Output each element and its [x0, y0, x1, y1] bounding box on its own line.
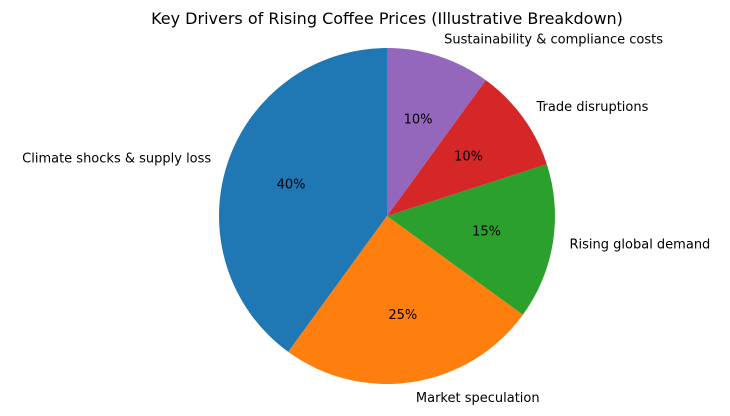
percent-labels: 40% 25% 15% 10% 10% — [277, 113, 501, 324]
pie-slices — [219, 48, 555, 384]
category-label-market-speculation: Market speculation — [416, 391, 540, 406]
chart-title: Key Drivers of Rising Coffee Prices (Ill… — [151, 9, 623, 28]
percent-label: 10% — [404, 113, 433, 128]
category-label-trade-disruptions: Trade disruptions — [536, 100, 649, 115]
pie-slice-trade-disruptions — [387, 80, 547, 216]
category-label-climate-shocks-and-supply-loss: Climate shocks & supply loss — [22, 151, 211, 166]
percent-label: 15% — [472, 224, 501, 239]
pie-slice-market-speculation — [288, 216, 523, 384]
percent-label: 10% — [454, 149, 483, 164]
pie-slice-rising-global-demand — [387, 164, 555, 315]
pie-slice-sustainability-and-compliance-costs — [387, 48, 486, 216]
percent-label: 40% — [277, 177, 306, 192]
category-label-rising-global-demand: Rising global demand — [570, 237, 711, 252]
category-label-sustainability-and-compliance-costs: Sustainability & compliance costs — [444, 33, 663, 48]
percent-label: 25% — [388, 308, 417, 323]
pie-slice-climate-shocks-and-supply-loss — [219, 48, 387, 352]
category-labels: Climate shocks & supply loss Market specu… — [22, 33, 710, 406]
